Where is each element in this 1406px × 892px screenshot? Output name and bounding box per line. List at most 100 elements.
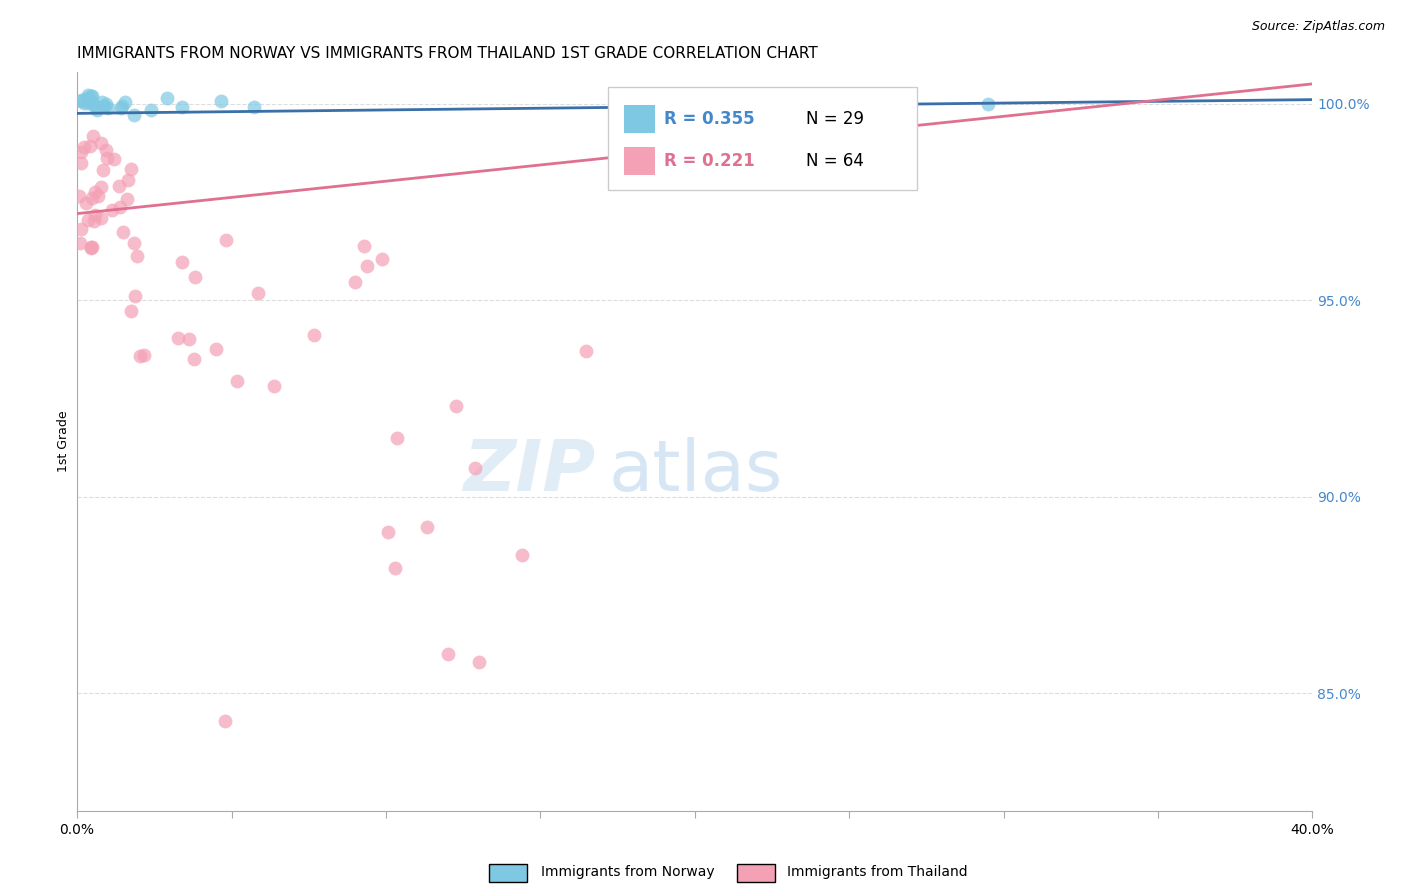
Point xyxy=(77,87,100,102)
Point xyxy=(69,145,91,159)
Point xyxy=(77,94,100,108)
Point xyxy=(124,289,146,303)
Point xyxy=(70,93,93,107)
Point xyxy=(96,97,118,112)
Point xyxy=(132,348,155,362)
Point xyxy=(343,275,366,289)
Point xyxy=(444,399,467,413)
Point xyxy=(82,239,104,253)
Text: atlas: atlas xyxy=(609,437,783,506)
Point xyxy=(94,143,117,157)
Point xyxy=(84,186,107,200)
Point xyxy=(177,332,200,346)
Point xyxy=(97,101,120,115)
Point xyxy=(86,103,108,117)
Point xyxy=(79,139,101,153)
Point xyxy=(80,88,103,103)
Point xyxy=(70,221,93,235)
Point xyxy=(574,343,596,358)
Point xyxy=(93,99,115,113)
Text: IMMIGRANTS FROM NORWAY VS IMMIGRANTS FROM THAILAND 1ST GRADE CORRELATION CHART: IMMIGRANTS FROM NORWAY VS IMMIGRANTS FRO… xyxy=(77,46,818,62)
Point xyxy=(115,193,138,207)
Text: Immigrants from Norway: Immigrants from Norway xyxy=(541,865,714,880)
Point xyxy=(124,235,146,250)
Point xyxy=(183,352,205,367)
Point xyxy=(110,99,132,113)
FancyBboxPatch shape xyxy=(624,104,655,133)
Y-axis label: 1st Grade: 1st Grade xyxy=(58,411,70,473)
Text: R = 0.355: R = 0.355 xyxy=(664,110,755,128)
Point xyxy=(122,108,145,122)
Point xyxy=(90,136,112,151)
Point xyxy=(76,90,98,104)
Point xyxy=(80,241,103,255)
Point xyxy=(184,270,207,285)
Point xyxy=(117,173,139,187)
FancyBboxPatch shape xyxy=(624,147,655,175)
Point xyxy=(75,196,97,211)
Point xyxy=(83,208,105,222)
Point xyxy=(80,240,103,254)
Point xyxy=(112,225,135,239)
Point xyxy=(209,94,232,108)
Point xyxy=(110,200,132,214)
Point xyxy=(82,191,104,205)
Point xyxy=(87,189,110,203)
Point xyxy=(263,379,285,393)
Point xyxy=(141,103,163,117)
Point xyxy=(128,349,150,363)
Point xyxy=(156,91,179,105)
Text: N = 29: N = 29 xyxy=(806,110,863,128)
Point xyxy=(166,331,188,345)
Point xyxy=(69,156,91,170)
Point xyxy=(225,374,247,388)
Point xyxy=(246,285,269,300)
Text: N = 64: N = 64 xyxy=(806,152,863,169)
Point xyxy=(77,213,100,227)
Point xyxy=(101,203,124,218)
Point xyxy=(82,96,104,111)
Point xyxy=(214,714,236,728)
Point xyxy=(204,342,226,356)
Point xyxy=(120,161,142,176)
Point xyxy=(302,327,325,342)
Point xyxy=(70,94,93,108)
Point xyxy=(125,249,148,263)
Point xyxy=(77,95,100,110)
Point xyxy=(510,548,533,562)
Point xyxy=(73,140,96,154)
Point xyxy=(464,461,486,475)
Point xyxy=(114,95,136,110)
Point xyxy=(103,152,125,166)
Point xyxy=(84,99,107,113)
Point xyxy=(90,179,112,194)
Point xyxy=(82,129,104,144)
Point xyxy=(977,96,1000,111)
Text: R = 0.221: R = 0.221 xyxy=(664,152,755,169)
Point xyxy=(371,252,394,266)
Point xyxy=(172,100,194,114)
Point xyxy=(83,214,105,228)
Point xyxy=(108,179,131,194)
Point xyxy=(90,95,112,110)
Point xyxy=(436,647,458,661)
FancyBboxPatch shape xyxy=(609,87,917,190)
Point xyxy=(69,235,91,250)
Point xyxy=(467,655,489,669)
Point xyxy=(121,303,143,318)
Point xyxy=(415,520,437,534)
Point xyxy=(377,524,399,539)
Point xyxy=(243,100,266,114)
Text: Immigrants from Thailand: Immigrants from Thailand xyxy=(787,865,967,880)
Point xyxy=(170,255,193,269)
Point xyxy=(90,211,112,225)
Point xyxy=(356,259,378,273)
Point xyxy=(215,233,238,247)
Point xyxy=(668,96,690,111)
Point xyxy=(82,89,104,103)
Point xyxy=(91,163,114,178)
Point xyxy=(110,102,132,116)
Text: Source: ZipAtlas.com: Source: ZipAtlas.com xyxy=(1251,20,1385,33)
Point xyxy=(67,189,90,203)
Point xyxy=(73,95,96,110)
